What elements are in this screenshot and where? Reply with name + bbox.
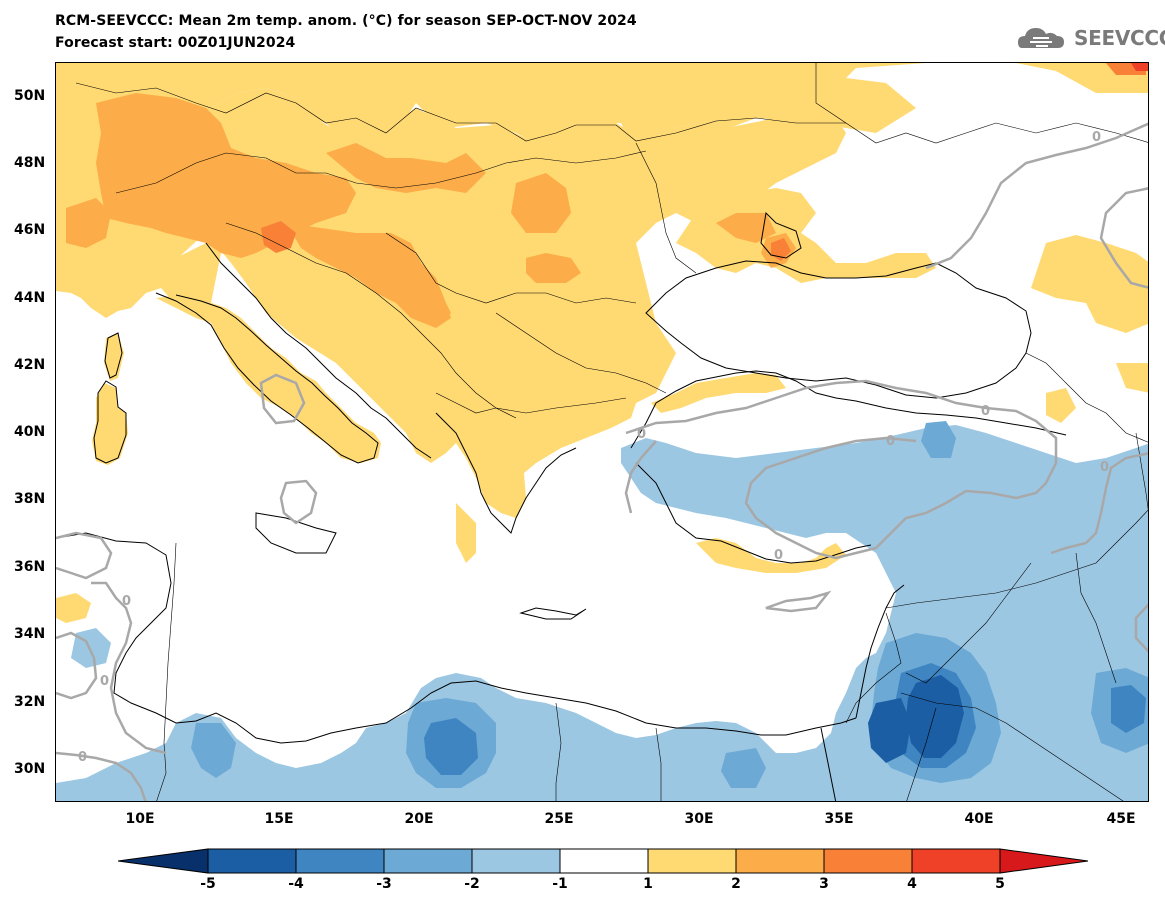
colorbar-segment bbox=[383, 848, 473, 874]
colorbar-label: 3 bbox=[819, 876, 829, 892]
contour-label: 0 bbox=[78, 750, 87, 765]
colorbar-segment bbox=[559, 848, 649, 874]
seevccc-logo: SEEVCCC bbox=[1016, 20, 1165, 58]
colorbar-segment bbox=[735, 848, 825, 874]
colorbar-segment bbox=[207, 848, 297, 874]
anomaly-map-svg: 0 0 0 0 0 0 0 0 0 bbox=[56, 63, 1148, 801]
warm-anomaly-1-2-blacksea-north bbox=[676, 188, 936, 283]
contour-labels: 0 0 0 0 0 0 0 0 0 bbox=[78, 130, 1109, 765]
lon-label-15e: 15E bbox=[264, 811, 294, 827]
lat-label-34n: 34N bbox=[14, 626, 46, 642]
contour-label: 0 bbox=[122, 594, 131, 609]
lat-label-42n: 42N bbox=[14, 357, 46, 373]
warm-anomaly-1-2-balkans bbox=[206, 88, 846, 518]
lat-label-46n: 46N bbox=[14, 222, 46, 238]
cool-anomaly-4-5-arabia bbox=[868, 675, 964, 763]
colorbar-label: -1 bbox=[552, 876, 568, 892]
colorbar-label: -3 bbox=[376, 876, 392, 892]
colorbar-arrow-left bbox=[118, 848, 209, 874]
contour-label: 0 bbox=[886, 434, 895, 449]
contour-label: 0 bbox=[1092, 130, 1101, 145]
colorbar-segment bbox=[295, 848, 385, 874]
warm-anomaly-1-2-tunisia bbox=[56, 593, 91, 623]
lon-label-40e: 40E bbox=[964, 811, 994, 827]
logo-text: SEEVCCC bbox=[1074, 26, 1165, 50]
colorbar-label: -4 bbox=[288, 876, 304, 892]
lon-label-10e: 10E bbox=[125, 811, 155, 827]
lat-label-40n: 40N bbox=[14, 424, 46, 440]
colorbar-segment bbox=[647, 848, 737, 874]
warm-anomaly-2-3-hungary bbox=[66, 143, 796, 328]
forecast-start-label: Forecast start: 00Z01JUN2024 bbox=[55, 35, 296, 51]
map-title: RCM-SEEVCCC: Mean 2m temp. anom. (°C) fo… bbox=[55, 13, 637, 29]
cool-anomaly-1-2-small bbox=[71, 443, 656, 668]
warm-anomaly-4-5-spot bbox=[1131, 63, 1148, 71]
contour-label: 0 bbox=[637, 427, 646, 442]
colorbar-label: 4 bbox=[907, 876, 917, 892]
cool-anomaly-3-4 bbox=[424, 663, 1146, 775]
cloud-icon bbox=[1018, 28, 1064, 48]
colorbar-label: -2 bbox=[464, 876, 480, 892]
lon-label-35e: 35E bbox=[824, 811, 854, 827]
colorbar-label: 2 bbox=[731, 876, 741, 892]
zero-anomaly-contour bbox=[56, 122, 1148, 801]
colorbar-segment bbox=[823, 848, 913, 874]
colorbar-segment bbox=[471, 848, 561, 874]
contour-label: 0 bbox=[981, 404, 990, 419]
colorbar-label: 5 bbox=[995, 876, 1005, 892]
lat-label-50n: 50N bbox=[14, 88, 46, 104]
colorbar-label: 1 bbox=[643, 876, 653, 892]
lon-label-45e: 45E bbox=[1106, 811, 1136, 827]
lon-label-25e: 25E bbox=[544, 811, 574, 827]
lat-label-38n: 38N bbox=[14, 491, 46, 507]
lat-label-44n: 44N bbox=[14, 290, 46, 306]
warm-anomaly-1-2-east bbox=[1031, 235, 1148, 423]
contour-label: 0 bbox=[100, 674, 109, 689]
lat-label-48n: 48N bbox=[14, 155, 46, 171]
anomaly-map: 0 0 0 0 0 0 0 0 0 bbox=[55, 62, 1149, 802]
warm-anomaly-1-2-europe bbox=[56, 63, 1148, 318]
contour-label: 0 bbox=[774, 548, 783, 563]
warm-anomaly-2-3-alps bbox=[96, 93, 356, 258]
colorbar-segment bbox=[911, 848, 1001, 874]
lon-label-30e: 30E bbox=[684, 811, 714, 827]
lat-label-36n: 36N bbox=[14, 559, 46, 575]
lon-label-20e: 20E bbox=[404, 811, 434, 827]
colorbar bbox=[118, 848, 1088, 874]
warm-anomaly-1-2-sardinia bbox=[92, 333, 128, 465]
country-borders bbox=[75, 63, 1148, 801]
colorbar-arrow-right bbox=[999, 848, 1088, 874]
colorbar-label: -5 bbox=[200, 876, 216, 892]
lat-label-32n: 32N bbox=[14, 694, 46, 710]
lat-label-30n: 30N bbox=[14, 761, 46, 777]
contour-label: 0 bbox=[1100, 460, 1109, 475]
